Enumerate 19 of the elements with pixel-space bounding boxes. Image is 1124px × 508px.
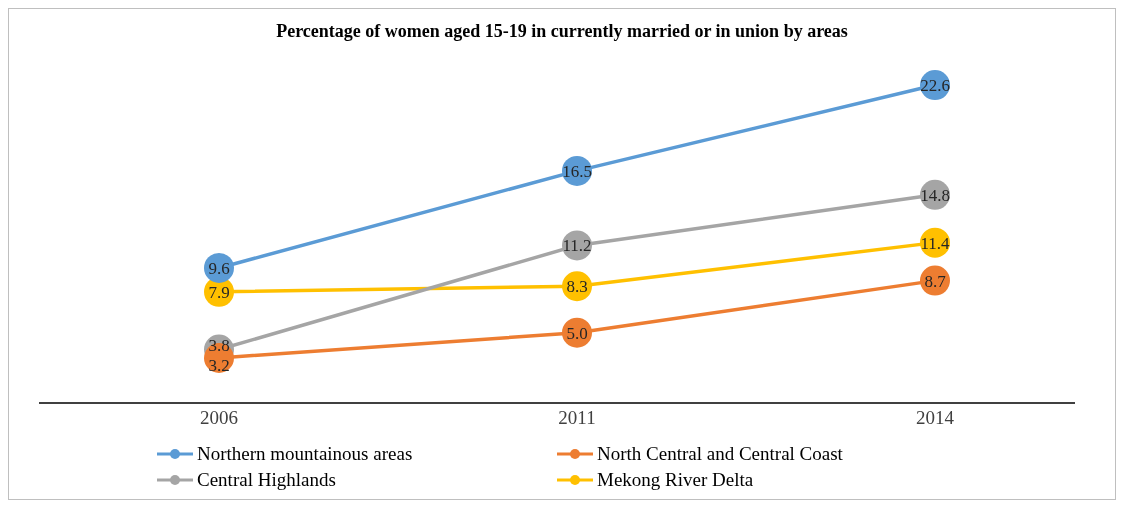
x-tick-label: 2014 xyxy=(916,407,955,429)
data-label: 11.4 xyxy=(920,233,951,253)
x-tick-label: 2006 xyxy=(200,407,238,429)
data-label: 8.7 xyxy=(924,271,947,291)
legend-label: North Central and Central Coast xyxy=(597,443,843,465)
data-label: 16.5 xyxy=(562,161,592,181)
x-tick-label: 2011 xyxy=(558,407,596,429)
legend-label: Northern mountainous areas xyxy=(197,443,413,465)
data-label: 7.9 xyxy=(208,282,230,302)
data-label: 11.2 xyxy=(562,236,592,256)
data-label: 3.2 xyxy=(208,355,230,375)
data-label: 22.6 xyxy=(920,76,950,96)
legend-label: Central Highlands xyxy=(197,469,336,491)
chart-title: Percentage of women aged 15-19 in currently married or in union by areas xyxy=(275,20,849,42)
data-label: 9.6 xyxy=(208,258,230,278)
legend-label: Mekong River Delta xyxy=(597,469,754,491)
data-label: 8.3 xyxy=(566,277,588,297)
data-label: 14.8 xyxy=(920,185,950,205)
data-label: 5.0 xyxy=(566,323,588,343)
